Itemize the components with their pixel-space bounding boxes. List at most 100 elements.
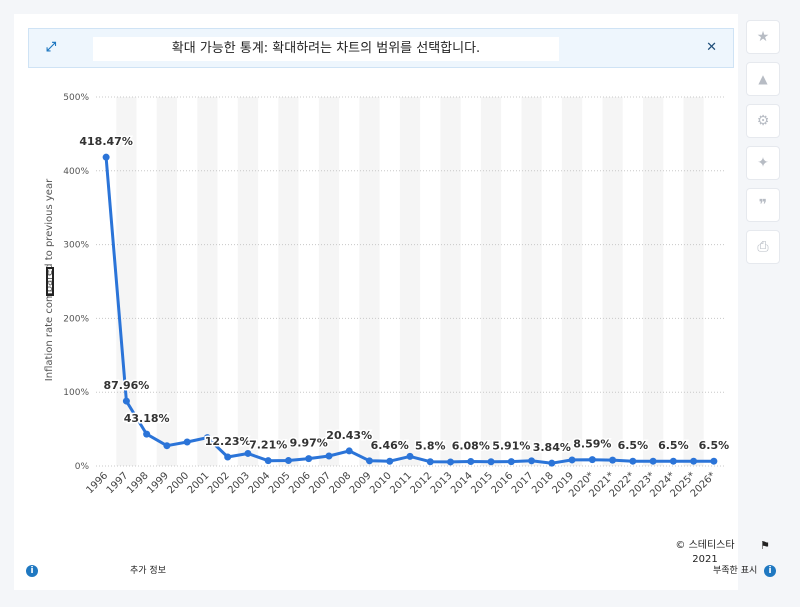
x-tick-label: 2001 xyxy=(186,470,212,496)
y-tick-label: 0% xyxy=(75,462,90,472)
year-bands xyxy=(116,97,704,466)
x-tick-label: 2008 xyxy=(328,470,354,496)
data-point[interactable] xyxy=(122,397,130,405)
data-point[interactable] xyxy=(548,459,556,467)
x-tick-label: 2000 xyxy=(166,470,192,496)
data-point[interactable] xyxy=(487,458,495,466)
print-icon: ⎙ xyxy=(757,239,769,255)
data-label: 87.96% xyxy=(103,379,149,392)
data-point[interactable] xyxy=(183,438,191,446)
data-points xyxy=(102,153,718,467)
data-point[interactable] xyxy=(426,458,434,466)
data-point[interactable] xyxy=(163,442,171,450)
year-band xyxy=(359,97,380,466)
settings-button[interactable]: ⚙ xyxy=(746,104,780,138)
year-band xyxy=(642,97,664,466)
y-axis-ticks: 0% 100% 200% 300% 400% 500% xyxy=(63,93,89,472)
x-tick-label: 2009 xyxy=(348,470,374,496)
data-label: 5.91% xyxy=(492,440,530,453)
cite-button[interactable]: ❞ xyxy=(746,188,780,222)
banner-text: 확대 가능한 통계: 확대하려는 차트의 범위를 선택합니다. xyxy=(93,37,559,61)
data-point[interactable] xyxy=(224,453,232,461)
x-tick-label: 1999 xyxy=(145,470,171,496)
y-axis-label-bracket xyxy=(46,267,54,296)
zoom-banner: ⤢ 확대 가능한 통계: 확대하려는 차트의 범위를 선택합니다. ✕ xyxy=(28,28,734,68)
data-point[interactable] xyxy=(406,452,414,460)
data-labels: 418.47% 87.96% 43.18% 12.23%7.21% 9.97%20.43… xyxy=(78,134,731,456)
year-band xyxy=(521,97,542,466)
data-point[interactable] xyxy=(609,456,617,464)
year-band xyxy=(602,97,623,466)
year-band xyxy=(197,97,218,466)
x-tick-label: 1997 xyxy=(105,470,131,496)
x-axis-ticks: 1996199719981999200020012002200320042005… xyxy=(84,470,718,499)
more-info-link[interactable]: 추가 정보 xyxy=(130,566,166,576)
data-label: 6.5% xyxy=(658,439,689,452)
data-point[interactable] xyxy=(710,457,718,465)
y-axis-label: Inflation rate compared to previous year xyxy=(44,178,55,381)
data-label: 6.5% xyxy=(618,439,649,452)
data-point[interactable] xyxy=(467,458,475,466)
data-point[interactable] xyxy=(203,434,211,442)
star-button[interactable]: ★ xyxy=(746,20,780,54)
year-band xyxy=(237,97,259,466)
flag-icon[interactable]: ⚑ xyxy=(760,539,770,552)
x-tick-label: 1998 xyxy=(125,470,151,496)
data-label: 6.08% xyxy=(452,440,490,453)
notification-button[interactable]: ▲ xyxy=(746,62,780,96)
data-point[interactable] xyxy=(447,458,455,466)
data-point[interactable] xyxy=(244,449,252,457)
share-icon: ✦ xyxy=(757,155,769,171)
y-tick-label: 400% xyxy=(63,167,89,177)
data-label: 5.8% xyxy=(415,440,446,453)
print-button[interactable]: ⎙ xyxy=(746,230,780,264)
data-point[interactable] xyxy=(649,457,657,465)
data-point[interactable] xyxy=(345,447,353,455)
y-tick-label: 300% xyxy=(63,241,89,251)
data-point[interactable] xyxy=(669,457,677,465)
data-point[interactable] xyxy=(507,458,515,466)
data-point[interactable] xyxy=(629,457,637,465)
data-point[interactable] xyxy=(690,457,698,465)
show-source-link[interactable]: 부족한 표시 xyxy=(713,566,758,576)
x-tick-label: 2003 xyxy=(226,470,252,496)
data-point[interactable] xyxy=(264,457,272,465)
data-point[interactable] xyxy=(284,457,292,465)
expand-icon[interactable]: ⤢ xyxy=(45,40,57,55)
data-point[interactable] xyxy=(568,456,576,464)
data-label: 9.97% xyxy=(290,437,328,450)
year-band xyxy=(116,97,137,466)
copyright[interactable]: © 스테티스타 2021 xyxy=(675,540,735,565)
info-icon[interactable]: i xyxy=(26,565,38,577)
data-label: 3.84% xyxy=(533,441,571,454)
x-tick-label: 2013 xyxy=(429,470,455,496)
star-icon: ★ xyxy=(756,29,770,45)
share-button[interactable]: ✦ xyxy=(746,146,780,180)
x-tick-label: 2011 xyxy=(388,470,414,496)
year-band xyxy=(318,97,340,466)
year-band xyxy=(440,97,461,466)
data-label: 43.18% xyxy=(124,412,170,425)
source-info-icon[interactable]: i xyxy=(764,565,776,577)
data-point[interactable] xyxy=(325,452,333,460)
year-band xyxy=(480,97,502,466)
year-band xyxy=(399,97,421,466)
data-point[interactable] xyxy=(588,456,596,464)
bell-icon: ▲ xyxy=(758,72,768,86)
x-tick-label: 2005 xyxy=(267,470,293,496)
close-icon[interactable]: ✕ xyxy=(706,40,717,55)
data-point[interactable] xyxy=(102,153,110,161)
data-point[interactable] xyxy=(528,457,536,465)
data-label: 20.43% xyxy=(326,429,372,442)
data-point[interactable] xyxy=(386,457,394,465)
y-tick-label: 100% xyxy=(63,388,89,398)
x-tick-label: 2016 xyxy=(490,470,516,496)
year-band xyxy=(561,97,583,466)
x-tick-label: 2002 xyxy=(206,470,232,496)
data-point[interactable] xyxy=(305,455,313,463)
x-tick-label: 2014 xyxy=(449,470,475,496)
data-point[interactable] xyxy=(365,457,373,465)
quote-icon: ❞ xyxy=(758,197,768,213)
data-point[interactable] xyxy=(143,430,151,438)
